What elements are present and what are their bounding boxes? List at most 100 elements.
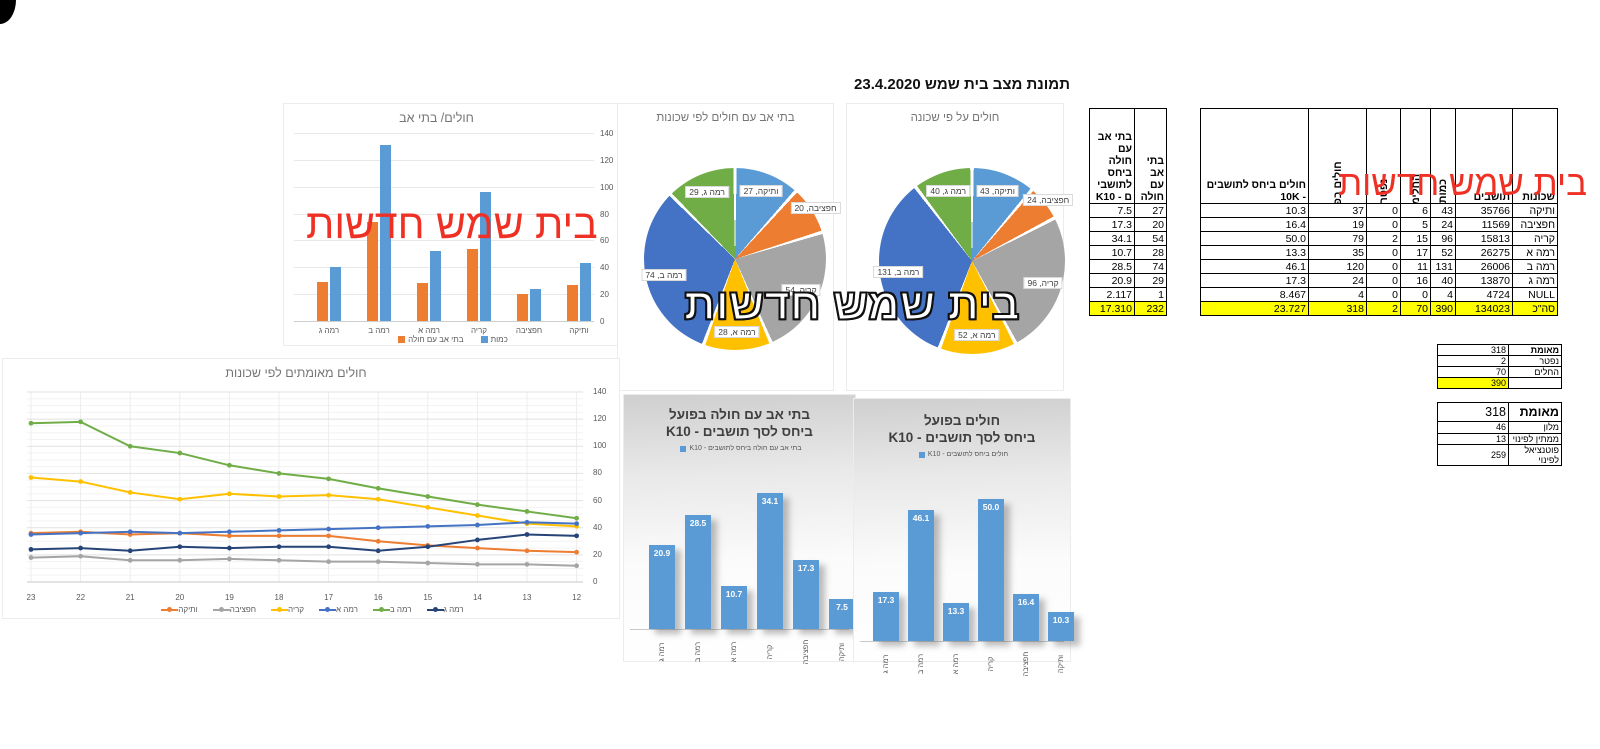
total-per-10k: 23.727 [1200,301,1309,316]
x-axis-label: 14 [472,593,482,602]
bar-count [530,288,541,321]
y-axis-label: 40 [593,522,602,532]
data-point [375,485,381,491]
k10-category-label: ותיקה [1056,654,1065,674]
plot-area [294,133,594,322]
k10-category-label: רמה א [729,641,738,663]
line-plot [27,391,583,583]
x-axis-label: 13 [522,593,532,602]
cell-active: 79 [1308,231,1367,246]
cell-households: 74 [1134,259,1167,274]
legend-item: כמות [478,335,508,344]
y-axis-label: 140 [593,387,607,396]
y-axis-label: 0 [593,577,598,586]
data-point [574,521,579,527]
cell-per-10k: 50.0 [1200,231,1309,246]
data-point [425,544,431,550]
legend-marker [426,607,444,612]
data-point [78,479,83,484]
cell-households: 20 [1134,217,1167,232]
axis-line [630,629,849,630]
col-header-households: בתי אב עם חולה [1134,108,1167,204]
x-axis-label: 20 [175,593,185,602]
bar-households [467,248,478,321]
data-point [28,475,34,480]
k10-bar-value: 10.3 [1052,614,1070,625]
series-line-קריה [30,476,577,528]
legend-label: בתי אב עם חולה ביחס לתושבים - K10 [689,445,802,452]
k10-bar-value: 7.5 [836,602,848,612]
y-axis-label: 60 [593,495,602,505]
pie-households_pie [644,168,826,350]
series-line-רמה א [30,521,577,536]
cell-per-k10: 34.1 [1089,231,1135,246]
legend-item: ותיקה [158,605,198,614]
cell-neighborhood: ותיקה [1512,203,1558,218]
data-point [524,561,530,567]
data-point [78,530,83,536]
series-line-רמה ב [30,420,577,520]
cell-active: 4 [1308,287,1367,302]
pie-slice-label: רמה ב, 74 [641,268,687,281]
x-axis-label: 19 [224,593,234,602]
data-point [127,529,133,535]
data-point [524,509,530,514]
data-point [375,538,381,544]
data-point [475,502,480,508]
k10-category-label: קריה [765,644,774,660]
cell-active: 37 [1308,203,1367,218]
data-point [227,491,232,497]
cell-value: 13 [1437,432,1509,445]
total-per-k10: 17.310 [1089,301,1135,316]
cell-per-10k: 8.467 [1200,287,1309,302]
data-point [326,492,331,498]
k10-bar: 7.5 [829,599,855,629]
y-axis-label: 140 [600,129,614,138]
k10-bar: 28.5 [685,515,711,629]
cell-label: נפטר [1508,355,1562,367]
data-point [177,496,183,502]
chart-legend: חולים ביחס לתושבים - K10 [854,451,1070,458]
x-axis-label: 22 [76,593,86,602]
col-header-recovered: החלימו [1400,108,1431,204]
confirmed-location-table: מאומת 318 מלון 46 ממתין לפינוי 13 פוטנציאל לפי… [1437,402,1562,466]
pie-slice-label: ותיקה, 27 [739,185,783,197]
k10-category-label: רמה ג [657,642,666,662]
data-point [326,476,331,482]
legend-swatch [918,451,925,458]
data-point [227,556,232,562]
data-point [375,525,381,531]
data-point [28,420,34,426]
k10-bar: 17.3 [873,591,899,641]
cell-label: מלון [1508,421,1562,434]
x-axis-label: 21 [125,593,135,602]
cell-per-k10: 20.9 [1089,273,1135,288]
legend-label: כמות [490,335,508,344]
cell-label: החלים [1508,366,1562,378]
pie-slice-label: רמה א, 28 [714,325,760,338]
cell-per-k10: 10.7 [1089,245,1135,260]
data-point [524,548,530,554]
cell-deceased: 2 [1366,231,1401,246]
cell-residents: 11569 [1455,217,1513,232]
data-point [574,563,579,569]
data-point [326,544,331,550]
gridline [294,294,594,296]
data-point [78,419,83,425]
chart-title: חולים על פי שכונה [910,112,1000,124]
legend-dot [218,607,224,612]
cell-value: 46 [1437,421,1509,434]
x-axis-label: 23 [26,593,36,602]
legend-item: רמה ב [370,605,412,614]
col-header-per-10k: חולים ביחס לתושבים - 10K [1200,108,1309,204]
bar-count [330,267,341,321]
gridline [294,133,594,134]
legend-label: קריה [288,605,305,614]
cell-residents: 13870 [1455,273,1513,288]
k10-bar-value: 46.1 [912,513,930,524]
page-title: תמונת מצב בית שמש 23.4.2020 [854,76,1070,93]
data-point [227,545,232,551]
pie-slice-label: חפציבה, 20 [790,201,841,214]
bar-households [367,221,378,321]
legend-swatch [398,336,406,343]
